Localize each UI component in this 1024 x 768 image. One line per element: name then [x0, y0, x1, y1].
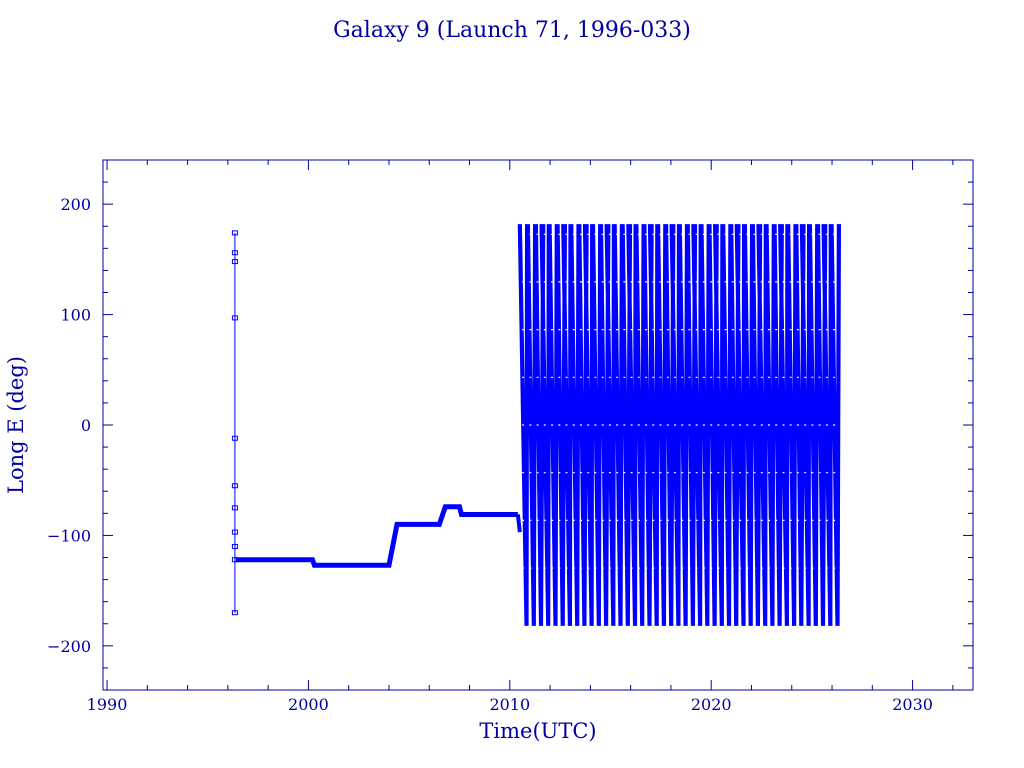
data-point — [231, 610, 238, 616]
y-tick-label: 0 — [81, 416, 91, 435]
data-point — [231, 230, 238, 236]
series-layer — [231, 224, 842, 626]
y-tick-label: 100 — [60, 306, 91, 325]
y-axis-label: Long E (deg) — [4, 356, 28, 494]
x-tick-label: 2000 — [288, 695, 329, 714]
axis-tick-labels: 1990 2000 2010 2020 2030 −200 −100 0 100 200 — [47, 195, 933, 714]
data-point — [231, 529, 238, 535]
data-point — [231, 543, 238, 549]
data-point — [231, 505, 238, 511]
y-tick-label: −200 — [47, 637, 91, 656]
data-point — [231, 435, 238, 441]
data-point — [231, 315, 238, 321]
chart-title: Galaxy 9 (Launch 71, 1996-033) — [333, 18, 691, 43]
series-transition — [515, 514, 522, 533]
data-point — [231, 483, 238, 489]
x-tick-label: 2030 — [892, 695, 933, 714]
axis-ticks — [103, 160, 973, 690]
data-point — [231, 259, 238, 265]
series-station-keeping — [235, 504, 518, 568]
x-axis-label: Time(UTC) — [479, 719, 596, 743]
x-tick-label: 2020 — [691, 695, 732, 714]
data-point — [231, 250, 238, 256]
x-tick-label: 2010 — [489, 695, 530, 714]
y-tick-label: 200 — [60, 195, 91, 214]
x-tick-label: 1990 — [87, 695, 128, 714]
y-tick-label: −100 — [47, 526, 91, 545]
series-drift-sample-marks — [522, 233, 836, 617]
